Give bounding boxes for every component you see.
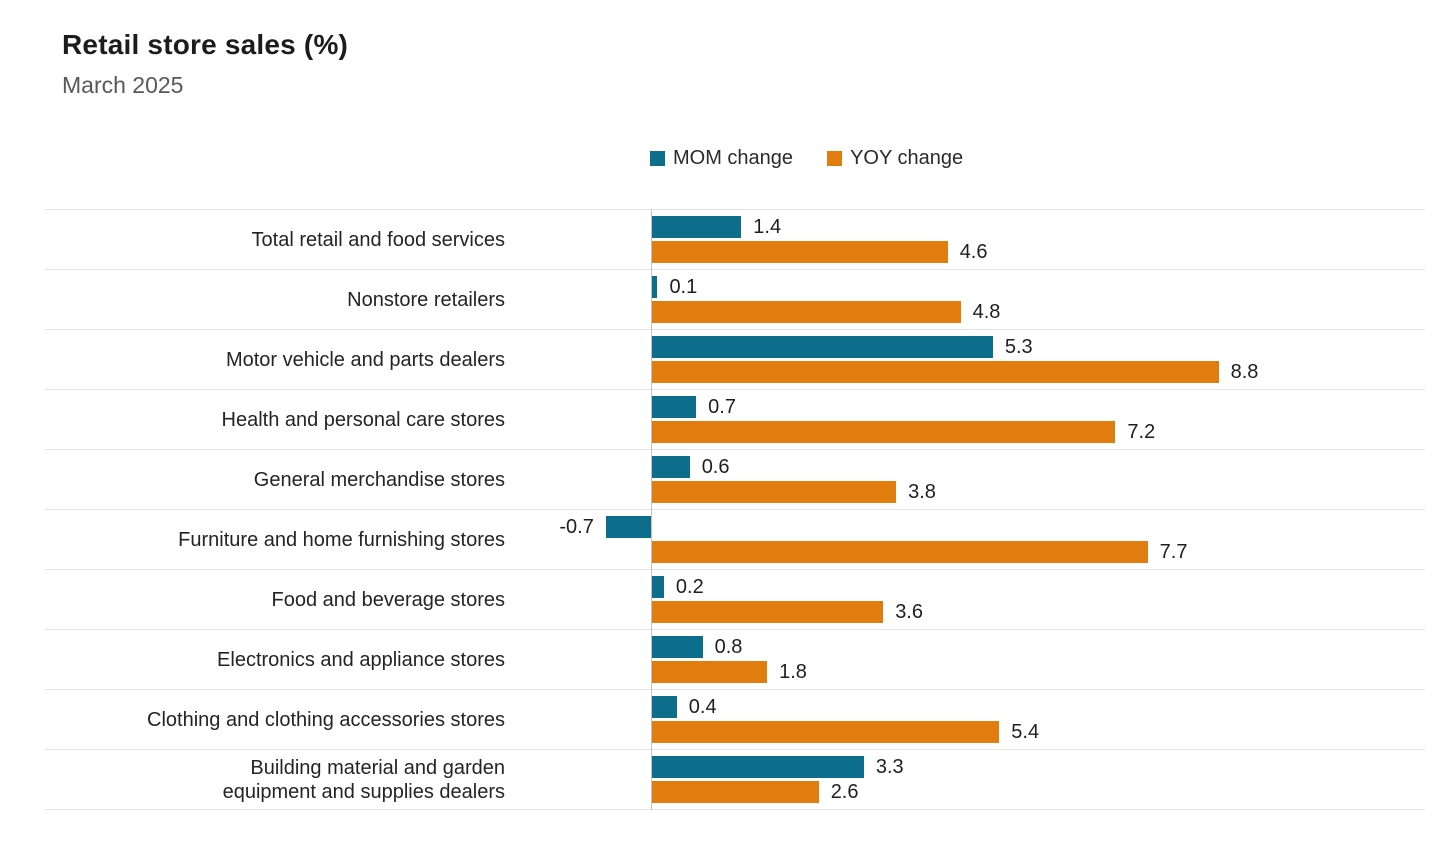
category-label: General merchandise stores: [253, 468, 505, 491]
legend-item-yoy: YOY change: [827, 147, 963, 170]
mom-bar: [651, 456, 690, 478]
value-label: 7.7: [1159, 541, 1188, 563]
chart-row: Clothing and clothing accessories stores…: [45, 689, 1425, 749]
category-label: Motor vehicle and parts dealers: [225, 348, 505, 371]
mom-bar: [651, 216, 742, 238]
category-label: Total retail and food services: [251, 228, 505, 251]
chart-title: Retail store sales (%): [62, 29, 349, 60]
yoy-bar: [651, 721, 1000, 743]
chart-legend: MOM change YOY change: [650, 147, 963, 170]
chart-row: Food and beverage stores 0.2 3.6: [45, 569, 1425, 629]
chart-row: Nonstore retailers 0.1 4.8: [45, 269, 1425, 329]
value-label: -0.7: [559, 516, 594, 538]
mom-swatch-icon: [650, 151, 665, 166]
mom-bar: [605, 516, 651, 538]
value-label: 4.8: [972, 301, 1001, 323]
chart-rows: Total retail and food services 1.4 4.6 Nons…: [45, 209, 1425, 810]
legend-label-mom: MOM change: [673, 147, 794, 169]
yoy-bar: [651, 601, 884, 623]
yoy-bar: [651, 241, 948, 263]
chart-row: Health and personal care stores 0.7 7.2: [45, 389, 1425, 449]
mom-bar: [651, 336, 993, 358]
value-label: 7.2: [1127, 421, 1156, 443]
yoy-bar: [651, 661, 768, 683]
mom-bar: [651, 396, 697, 418]
value-label: 8.8: [1230, 361, 1259, 383]
chart-row: Electronics and appliance stores 0.8 1.8: [45, 629, 1425, 689]
chart-row: General merchandise stores 0.6 3.8: [45, 449, 1425, 509]
value-label: 1.4: [753, 216, 782, 238]
value-label: 2.6: [830, 781, 859, 803]
value-label: 5.3: [1004, 336, 1033, 358]
category-label: Furniture and home furnishing stores: [178, 528, 505, 551]
chart-header: Retail store sales (%) March 2025: [62, 28, 348, 99]
value-label: 0.4: [688, 696, 717, 718]
chart-row: Motor vehicle and parts dealers 5.3 8.8: [45, 329, 1425, 389]
legend-item-mom: MOM change: [650, 147, 793, 170]
mom-bar: [651, 636, 703, 658]
value-label: 3.6: [895, 601, 923, 623]
chart-row: Total retail and food services 1.4 4.6: [45, 209, 1425, 269]
value-label: 1.8: [779, 661, 807, 683]
yoy-bar: [651, 541, 1148, 563]
yoy-bar: [651, 421, 1116, 443]
value-label: 0.7: [708, 396, 736, 418]
yoy-swatch-icon: [827, 151, 843, 166]
chart-row: Building material and garden equipment a…: [45, 749, 1425, 809]
category-label: Clothing and clothing accessories stores: [147, 708, 505, 731]
value-label: 0.8: [714, 636, 743, 658]
category-label: Food and beverage stores: [271, 588, 506, 611]
bar-chart: Total retail and food services 1.4 4.6 Nons…: [45, 209, 1425, 810]
yoy-bar: [651, 481, 897, 503]
mom-bar: [651, 756, 864, 778]
chart-row: Furniture and home furnishing stores -0.7…: [45, 509, 1425, 569]
yoy-bar: [651, 301, 961, 323]
value-label: 0.1: [669, 276, 698, 298]
zero-axis-line: [651, 209, 652, 810]
value-label: 5.4: [1011, 721, 1040, 743]
value-label: 0.2: [675, 576, 704, 598]
mom-bar: [651, 696, 677, 718]
chart-subtitle: March 2025: [62, 72, 184, 98]
category-label: Nonstore retailers: [347, 288, 505, 311]
yoy-bar: [651, 781, 819, 803]
legend-label-yoy: YOY change: [850, 147, 964, 169]
value-label: 0.6: [701, 456, 730, 478]
yoy-bar: [651, 361, 1219, 383]
value-label: 3.3: [875, 756, 904, 778]
mom-bar: [651, 576, 664, 598]
category-label: Electronics and appliance stores: [217, 648, 505, 671]
category-label: Building material and garden equipment a…: [222, 756, 505, 803]
value-label: 3.8: [908, 481, 936, 503]
mom-bar: [651, 276, 658, 298]
value-label: 4.6: [959, 241, 988, 263]
category-label: Health and personal care stores: [221, 408, 506, 431]
